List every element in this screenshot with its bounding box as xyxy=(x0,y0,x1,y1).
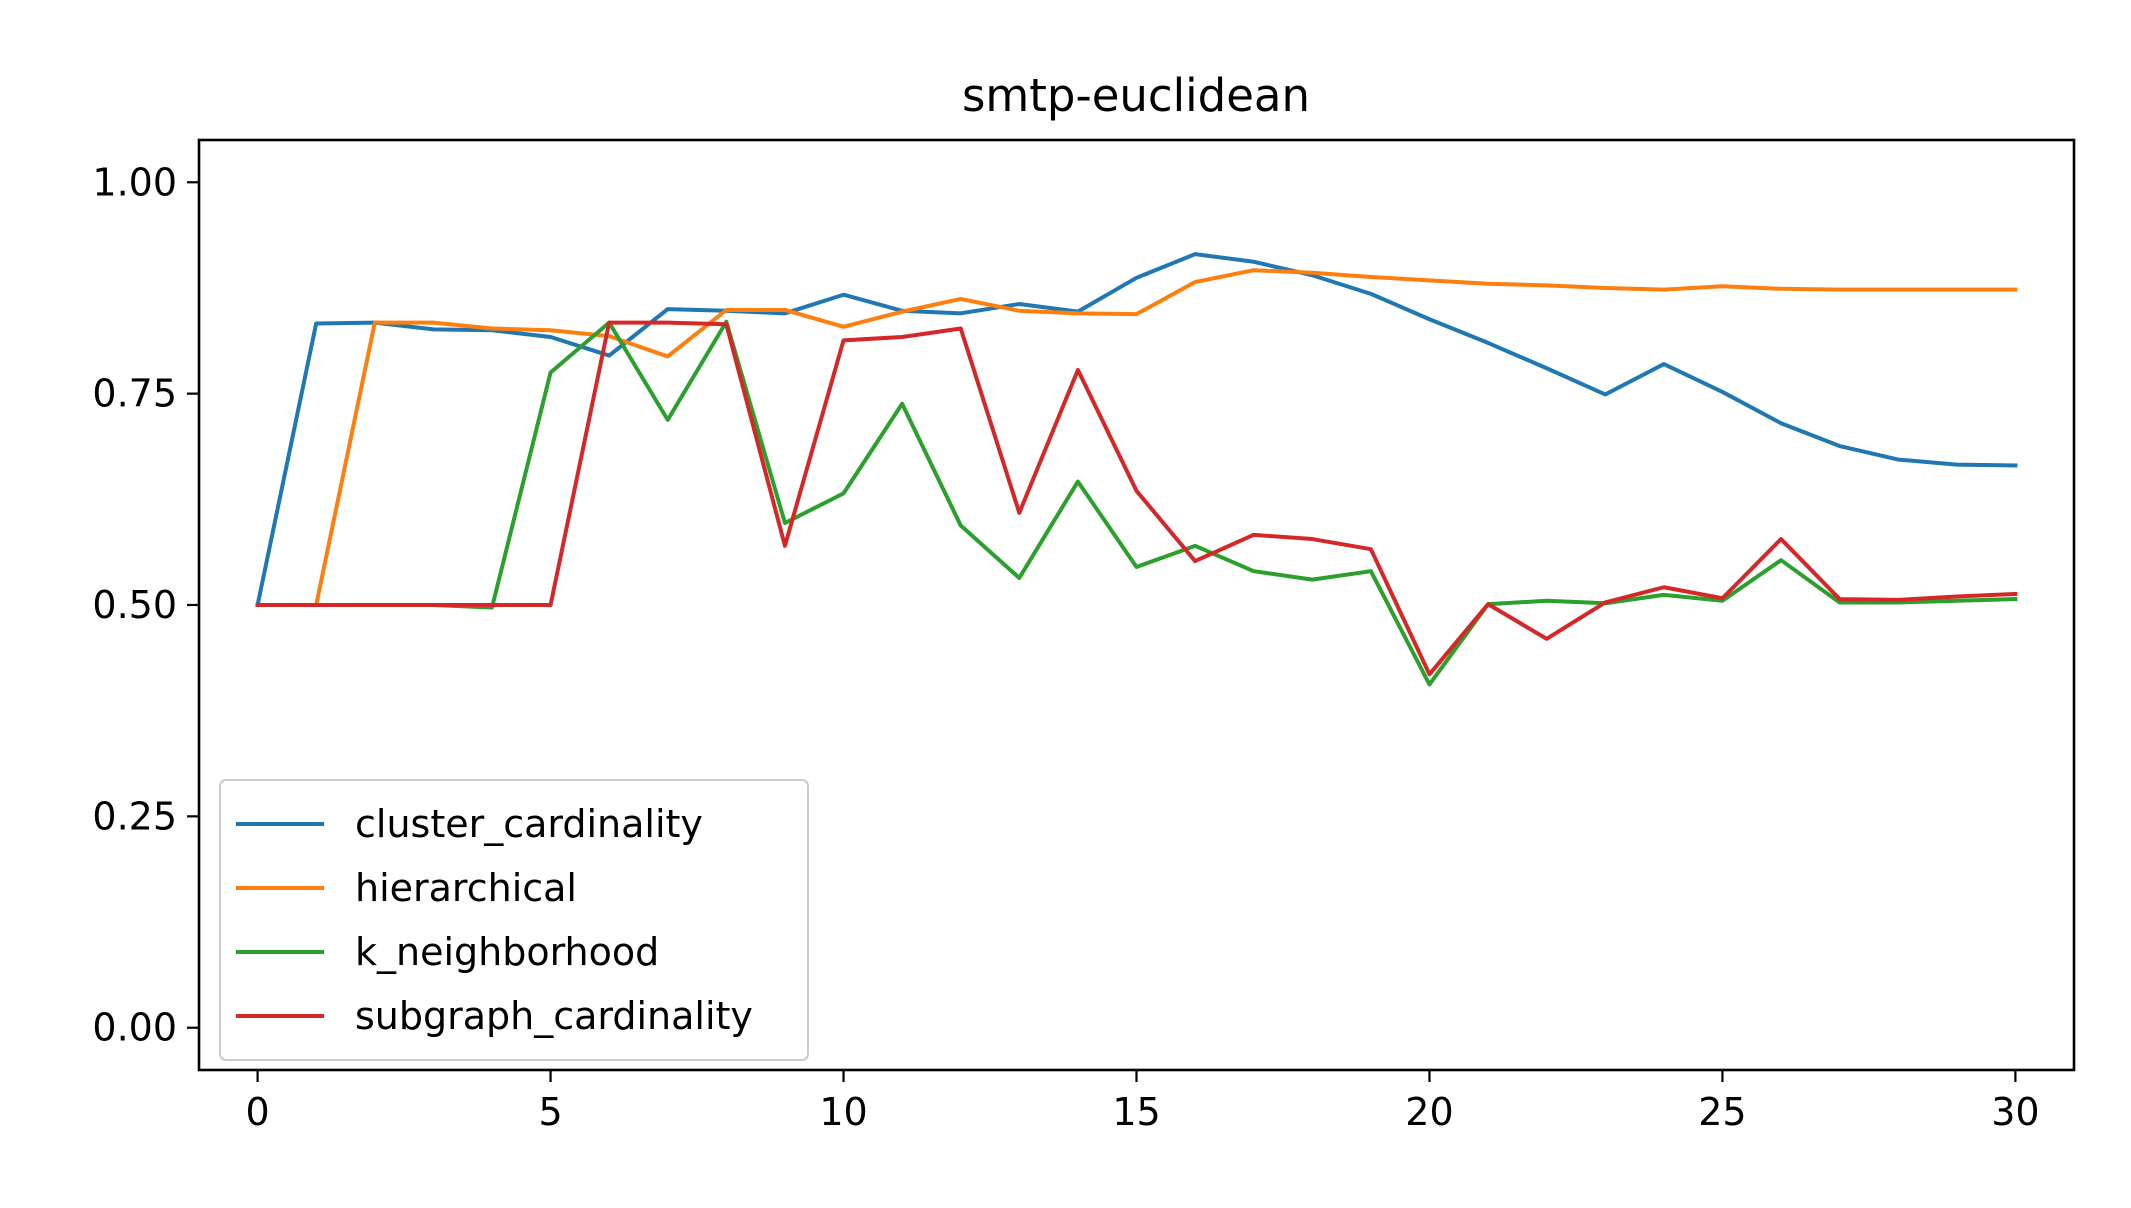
x-tick-label: 30 xyxy=(1991,1090,2039,1134)
x-tick-label: 15 xyxy=(1112,1090,1160,1134)
legend: cluster_cardinality hierarchical k_neighbo… xyxy=(219,779,809,1061)
series-line-cluster-cardinality xyxy=(255,252,2018,608)
x-tick-label: 0 xyxy=(246,1090,270,1134)
y-tick-label: 1.00 xyxy=(92,160,177,204)
chart-title: smtp-euclidean xyxy=(962,69,1310,122)
legend-label-subgraph-cardinality: subgraph_cardinality xyxy=(355,994,753,1038)
y-tick-label: 0.75 xyxy=(92,372,177,416)
x-tick-label: 20 xyxy=(1405,1090,1453,1134)
x-tick-label: 10 xyxy=(819,1090,867,1134)
series-line-subgraph-cardinality xyxy=(255,320,2018,677)
legend-label-cluster-cardinality: cluster_cardinality xyxy=(355,802,703,846)
x-axis: 0 5 10 15 20 25 30 xyxy=(246,1070,2040,1134)
series-layer xyxy=(255,252,2018,687)
y-axis: 0.00 0.25 0.50 0.75 1.00 xyxy=(92,160,199,1050)
legend-label-k-neighborhood: k_neighborhood xyxy=(355,930,659,974)
legend-label-hierarchical: hierarchical xyxy=(355,866,577,910)
y-tick-label: 0.00 xyxy=(92,1006,177,1050)
series-line-k-neighborhood xyxy=(255,319,2018,687)
legend-box xyxy=(219,779,809,1061)
x-tick-label: 5 xyxy=(538,1090,562,1134)
y-tick-label: 0.50 xyxy=(92,583,177,627)
x-tick-label: 25 xyxy=(1698,1090,1746,1134)
series-line-hierarchical xyxy=(255,268,2018,607)
y-tick-label: 0.25 xyxy=(92,794,177,838)
